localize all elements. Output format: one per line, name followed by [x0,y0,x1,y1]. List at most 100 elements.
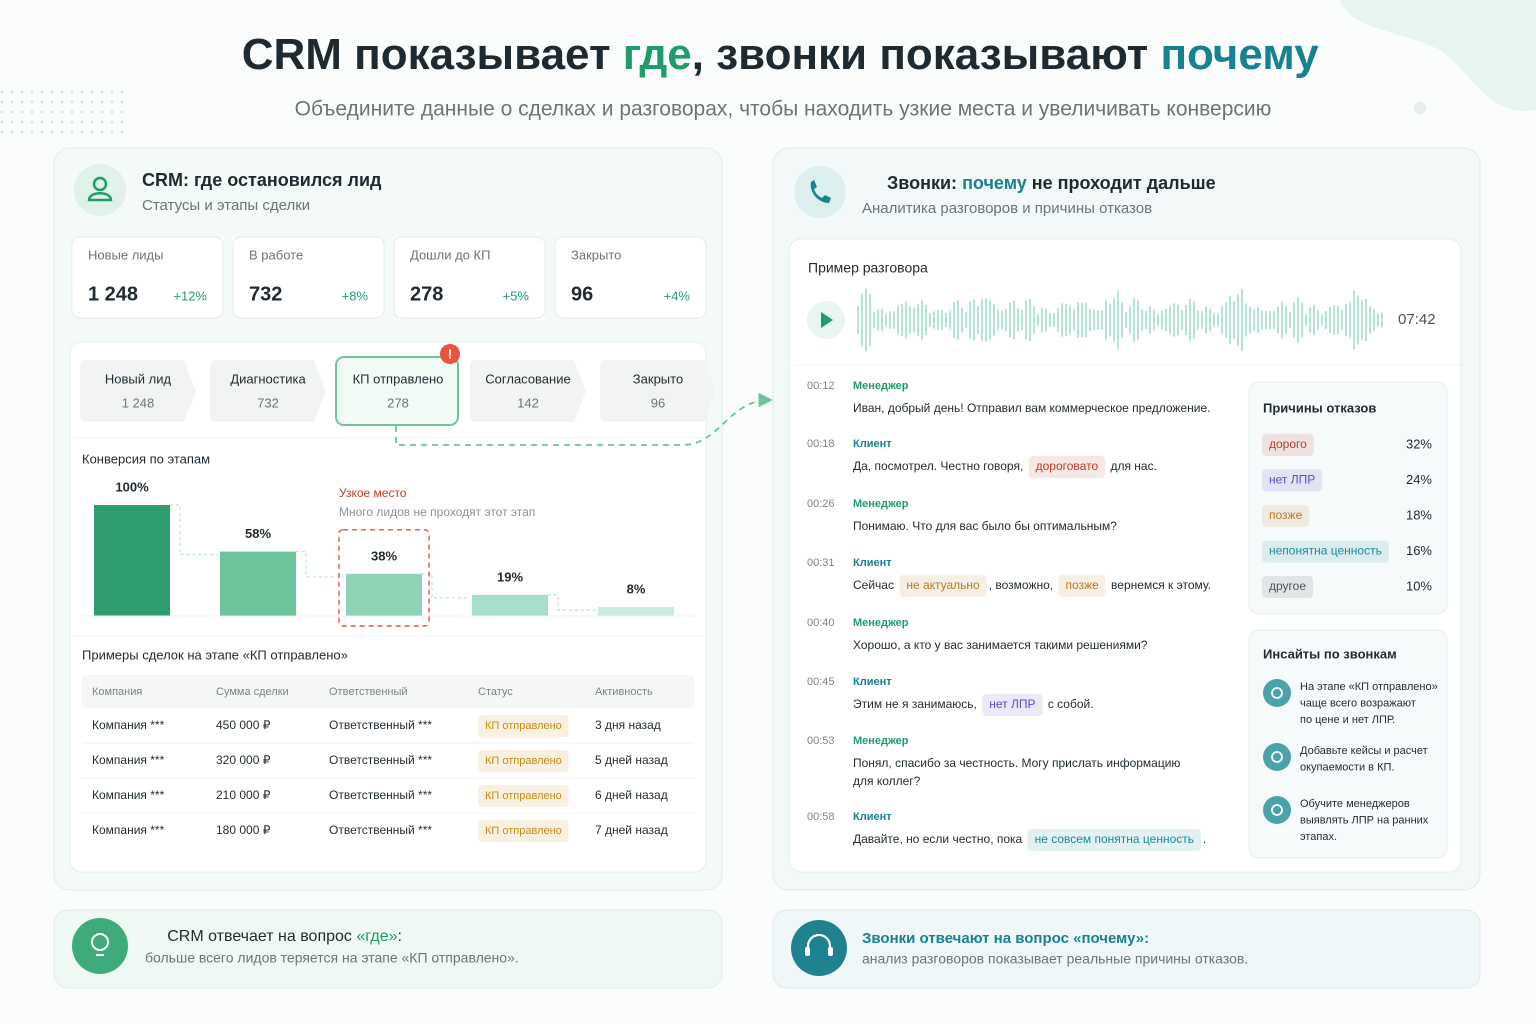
calls-answer-icon [791,920,847,976]
status-chip: КП отправлено [485,720,562,732]
crm-answer-part: CRM отвечает на вопрос [167,928,356,945]
title-accent: почему [1160,30,1319,79]
dialogue-time: 00:58 [807,811,835,823]
insight-glyph [1271,687,1283,699]
reason-chip-bg [1262,576,1314,598]
stage-alert-text: ! [448,346,452,361]
kpi-change: +4% [664,288,691,303]
reason-share: 24% [1406,472,1432,487]
flow-line [296,551,344,578]
reason-share: 16% [1406,543,1432,558]
duration: 07:42 [1398,311,1436,328]
dialogue-text: Сейчас [853,578,897,592]
insight-glyph [1271,751,1283,763]
status-chip-bg [478,785,569,807]
calls-title-part: не проходит дальше [1027,173,1216,193]
stage-count: 96 [651,395,665,410]
bottleneck-title: Узкое место [339,486,407,500]
dialogue-time: 00:40 [807,617,835,629]
crm-icon-body [87,192,113,202]
table-cell: Компания *** [92,788,165,802]
table-cell: 450 000 ₽ [216,718,271,732]
kpi-card [71,236,224,319]
dialogue-highlight: позже [1065,578,1099,592]
stage-chevron [210,360,326,422]
conversion-label: 19% [497,569,523,584]
flow-line [170,504,218,556]
dialogue-speaker: Менеджер [853,735,909,747]
dialogue-highlight: не актуально [906,578,980,592]
decor-dots [0,85,130,135]
reason-chip: позже [1269,508,1303,522]
title-part: CRM показывает [242,30,623,79]
calls-subtitle: Аналитика разговоров и причины отказов [862,200,1152,217]
dialogue-time: 00:26 [807,498,835,510]
dialogue-speaker: Менеджер [853,380,909,392]
stage-count: 278 [387,395,409,410]
title-part: , звонки показывают [692,30,1161,79]
insight-text: Обучите менеджеров [1300,798,1410,810]
calls-answer-card [772,909,1481,989]
stage-count: 732 [257,395,279,410]
stage-alert [440,344,460,364]
reasons-box [1248,381,1448,615]
calls-title-accent: почему [962,173,1027,193]
decor-dot [1414,102,1426,114]
status-chip: КП отправлено [485,825,562,837]
calls-title: Звонки: почему не проходит дальше [862,173,1231,193]
conversion-label: 58% [245,526,271,541]
table-cell: 180 000 ₽ [216,823,271,837]
calls-answer-title: Звонки отвечают на вопрос «почему»: [862,930,1149,947]
status-chip: КП отправлено [485,790,562,802]
kpi-label: Новые лиды [88,247,164,262]
insights-title: Инсайты по звонкам [1263,646,1397,661]
stage-active [335,356,459,426]
insight-icon [1263,796,1291,824]
kpi-change: +8% [342,288,369,303]
reason-chip-bg [1262,469,1323,492]
kpi-value: 96 [571,283,593,305]
kpi-label: В работе [249,247,303,262]
page-subtitle: Объедините данные о сделках и разговорах… [295,98,1272,121]
table-column: Активность [595,686,653,698]
flow-line [548,594,596,611]
stage-name: Согласование [485,371,570,386]
reason-chip: другое [1269,579,1306,593]
dialogue-text: для нас. [1107,459,1157,473]
stage-name: КП отправлено [353,371,444,386]
dialogue-time: 00:31 [807,557,835,569]
dialogue-highlight-bg [1028,456,1106,478]
table-cell: 3 дня назад [595,718,661,732]
dialogue-time: 00:18 [807,438,835,450]
status-chip-bg [478,750,569,772]
dialogue-time: 00:53 [807,735,835,747]
dialogue-text: . [1203,832,1206,846]
conversion-bar [94,505,170,616]
table-cell: 320 000 ₽ [216,753,271,767]
stage-chevron [600,360,716,422]
kpi-card [232,236,385,319]
crm-subtitle: Статусы и этапы сделки [142,197,310,214]
dialogue-time: 00:12 [807,380,835,392]
table-column: Сумма сделки [216,686,289,698]
dialogue-highlight-bg [899,575,987,597]
insight-text: окупаемости в КП. [1300,761,1394,773]
insight-text: чаще всего возражают [1300,697,1416,709]
reason-share: 32% [1406,436,1432,451]
reason-chip: непонятна ценность [1269,544,1382,558]
deals-title: Примеры сделок на этапе «КП отправлено» [82,647,348,662]
bulb [91,933,109,951]
bottleneck-box [338,529,430,627]
stage-name: Новый лид [105,371,172,386]
kpi-value: 732 [249,283,282,305]
kpi-label: Закрыто [571,247,621,262]
conversion-bar [220,551,296,616]
kpi-card [393,236,546,319]
crm-answer-text: больше всего лидов теряется на этапе «КП… [145,950,519,966]
dialogue-highlight-bg [1027,829,1202,851]
conversion-label: 100% [115,479,149,494]
dialogue-text: для коллег? [853,774,921,788]
reason-chip-bg [1262,505,1310,527]
